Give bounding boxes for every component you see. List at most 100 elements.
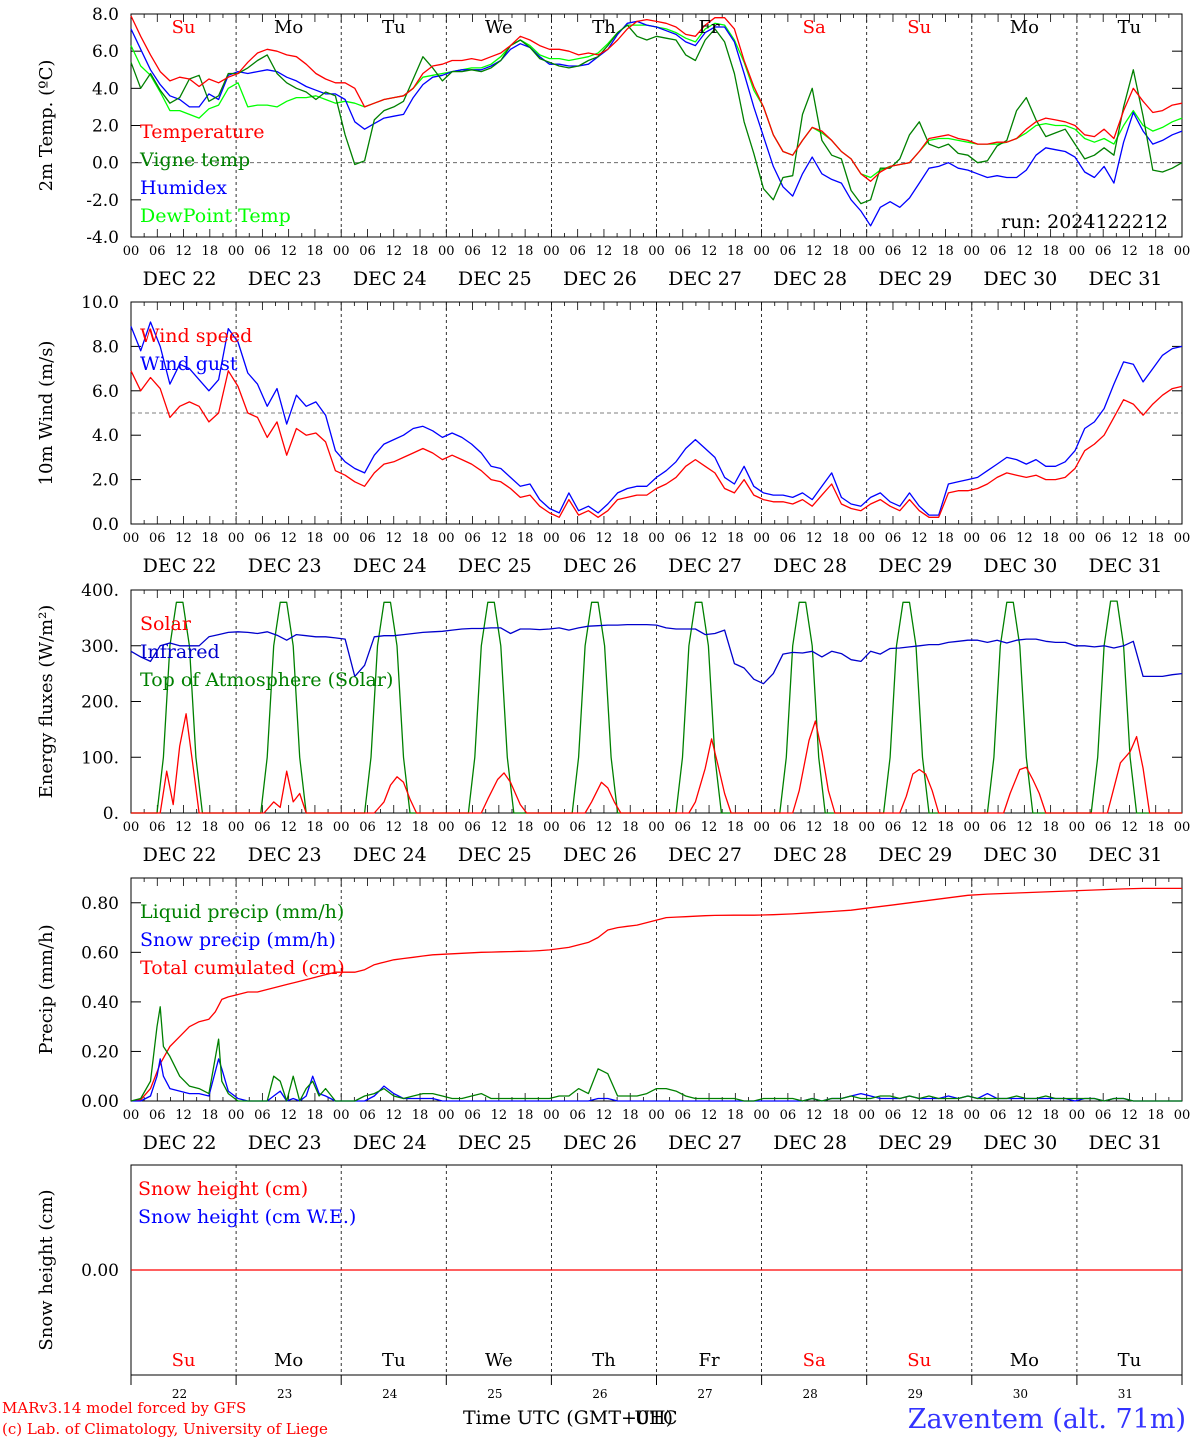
legend-entry: Top of Atmosphere (Solar) bbox=[140, 669, 393, 691]
hour-tick-label: 12 bbox=[911, 1108, 928, 1123]
hour-tick-label: 00 bbox=[858, 244, 875, 259]
date-label: DEC 31 bbox=[1089, 844, 1163, 866]
hour-tick-label: 06 bbox=[675, 820, 692, 835]
hour-tick-label: 12 bbox=[1016, 531, 1033, 546]
weekday-label: Tu bbox=[382, 17, 406, 38]
y-tick-label: 6.0 bbox=[92, 382, 119, 402]
date-label: DEC 27 bbox=[668, 555, 742, 577]
hour-tick-label: 00 bbox=[964, 244, 981, 259]
series-temperature bbox=[130, 15, 1183, 182]
day-number-label: 29 bbox=[908, 1387, 923, 1401]
hour-tick-label: 18 bbox=[307, 820, 324, 835]
hour-tick-label: 06 bbox=[1095, 1108, 1112, 1123]
hour-tick-label: 00 bbox=[964, 820, 981, 835]
date-label: DEC 24 bbox=[353, 844, 427, 866]
hour-tick-label: 00 bbox=[543, 244, 560, 259]
legend-entry: Temperature bbox=[140, 121, 264, 143]
weekday-label: Su bbox=[172, 1350, 196, 1371]
hour-tick-label: 00 bbox=[1174, 820, 1191, 835]
hour-tick-label: 00 bbox=[753, 531, 770, 546]
series-infrared bbox=[130, 623, 1183, 685]
day-number-label: 23 bbox=[277, 1387, 292, 1401]
hour-tick-label: 12 bbox=[280, 820, 297, 835]
date-label: DEC 29 bbox=[878, 1132, 952, 1154]
day-number-label: 31 bbox=[1118, 1387, 1133, 1401]
hour-tick-label: 00 bbox=[438, 1108, 455, 1123]
date-label: DEC 24 bbox=[353, 268, 427, 290]
hour-tick-label: 06 bbox=[254, 1108, 271, 1123]
hour-tick-label: 18 bbox=[622, 820, 639, 835]
hour-tick-label: 18 bbox=[1147, 531, 1164, 546]
hour-tick-label: 00 bbox=[333, 820, 350, 835]
date-label: DEC 24 bbox=[353, 1132, 427, 1154]
hour-tick-label: 00 bbox=[964, 1108, 981, 1123]
hour-tick-label: 18 bbox=[727, 820, 744, 835]
y-tick-label: 0.0 bbox=[92, 154, 119, 174]
hour-tick-label: 12 bbox=[491, 1108, 508, 1123]
hour-tick-label: 18 bbox=[1147, 820, 1164, 835]
y-tick-label: -4.0 bbox=[86, 228, 119, 248]
hour-tick-label: 12 bbox=[385, 1108, 402, 1123]
hour-tick-label: 18 bbox=[307, 1108, 324, 1123]
series-vigne-temp bbox=[130, 24, 1183, 205]
date-label: DEC 30 bbox=[983, 844, 1057, 866]
y-tick-label: 2.0 bbox=[92, 117, 119, 137]
hour-tick-label: 06 bbox=[780, 244, 797, 259]
hour-tick-label: 00 bbox=[333, 244, 350, 259]
series-wind-speed bbox=[130, 370, 1183, 518]
hour-tick-label: 00 bbox=[1069, 820, 1086, 835]
hour-tick-label: 12 bbox=[596, 531, 613, 546]
weekday-label: Tu bbox=[1118, 1350, 1142, 1371]
plot-frame bbox=[130, 13, 1183, 238]
weekday-label: Mo bbox=[274, 1350, 303, 1371]
date-label: DEC 23 bbox=[248, 555, 322, 577]
hour-tick-label: 12 bbox=[1121, 244, 1138, 259]
y-axis-label: 2m Temp. (ºC) bbox=[36, 60, 57, 192]
date-label: DEC 31 bbox=[1089, 1132, 1163, 1154]
y-tick-label: 200. bbox=[81, 693, 119, 713]
y-tick-label: 0.20 bbox=[81, 1042, 119, 1062]
hour-tick-label: 06 bbox=[1095, 531, 1112, 546]
hour-tick-label: 00 bbox=[228, 531, 245, 546]
hour-tick-label: 12 bbox=[701, 531, 718, 546]
plot-layer: -4.0 -2.0 0.0 2.0 4.0 6.0 8.0 2m Temp. (ºC) Temp… bbox=[36, 5, 1190, 1401]
date-label: DEC 28 bbox=[773, 1132, 847, 1154]
legend-entry: DewPoint Temp bbox=[140, 205, 291, 227]
hour-tick-label: 18 bbox=[202, 244, 219, 259]
hour-tick-label: 12 bbox=[1016, 1108, 1033, 1123]
hour-tick-label: 18 bbox=[307, 531, 324, 546]
hour-tick-label: 06 bbox=[149, 1108, 166, 1123]
hour-tick-label: 06 bbox=[359, 244, 376, 259]
weekday-label: Su bbox=[172, 17, 196, 38]
hour-tick-label: 18 bbox=[202, 820, 219, 835]
hour-tick-label: 12 bbox=[280, 244, 297, 259]
hour-tick-label: 06 bbox=[1095, 244, 1112, 259]
date-label: DEC 24 bbox=[353, 555, 427, 577]
hour-tick-label: 06 bbox=[569, 244, 586, 259]
hour-tick-label: 12 bbox=[491, 531, 508, 546]
hour-tick-label: 18 bbox=[1042, 244, 1059, 259]
hour-tick-label: 12 bbox=[385, 531, 402, 546]
hour-tick-label: 18 bbox=[1042, 531, 1059, 546]
y-tick-label: 300. bbox=[81, 637, 119, 657]
hour-tick-label: 06 bbox=[359, 531, 376, 546]
weekday-label: Mo bbox=[1010, 17, 1039, 38]
hour-tick-label: 00 bbox=[858, 820, 875, 835]
date-label: DEC 25 bbox=[458, 1132, 532, 1154]
hour-tick-label: 12 bbox=[806, 1108, 823, 1123]
hour-tick-label: 06 bbox=[885, 531, 902, 546]
hour-tick-label: 06 bbox=[254, 820, 271, 835]
hour-tick-label: 06 bbox=[254, 244, 271, 259]
hour-tick-label: 12 bbox=[1121, 1108, 1138, 1123]
date-label: DEC 26 bbox=[563, 268, 637, 290]
hour-tick-label: 18 bbox=[517, 531, 534, 546]
hour-tick-label: 18 bbox=[727, 531, 744, 546]
hour-tick-label: 18 bbox=[622, 244, 639, 259]
hour-tick-label: 12 bbox=[911, 531, 928, 546]
legend-entry: Liquid precip (mm/h) bbox=[140, 901, 344, 923]
weekday-label: Th bbox=[592, 1350, 616, 1371]
weekday-label: Fr bbox=[699, 17, 720, 38]
date-label: DEC 28 bbox=[773, 555, 847, 577]
hour-tick-label: 06 bbox=[780, 531, 797, 546]
hour-tick-label: 06 bbox=[569, 820, 586, 835]
